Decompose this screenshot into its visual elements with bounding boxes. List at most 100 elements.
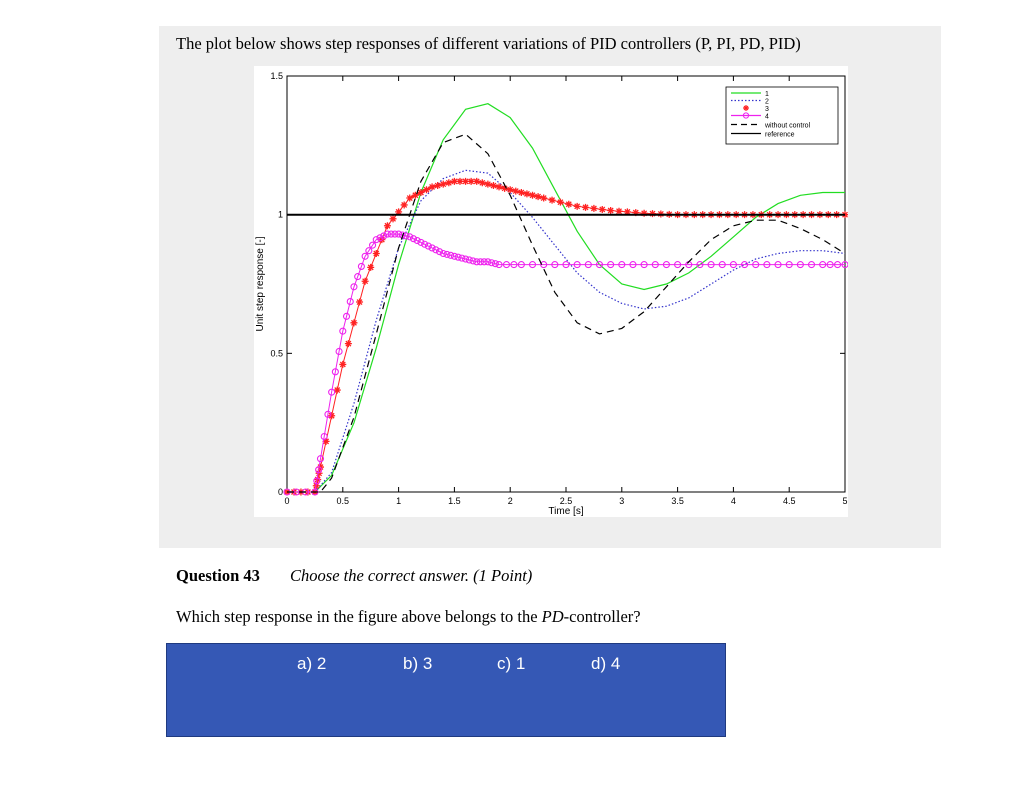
star-marker xyxy=(523,190,531,198)
x-tick-label: 3 xyxy=(619,496,624,506)
circle-marker xyxy=(540,261,548,269)
series-3 xyxy=(283,230,848,496)
star-marker xyxy=(615,207,623,215)
star-marker xyxy=(372,249,380,257)
star-marker xyxy=(350,319,358,327)
star-marker xyxy=(598,205,606,213)
question-header: Question 43 Choose the correct answer. (… xyxy=(176,566,532,586)
question-text-end: -controller? xyxy=(563,607,641,626)
series-4 xyxy=(287,133,846,493)
question-text-emphasis: PD xyxy=(541,607,564,626)
circle-marker xyxy=(391,230,399,238)
circle-marker xyxy=(476,258,484,266)
circle-marker xyxy=(350,283,358,291)
star-marker xyxy=(434,182,442,190)
star-marker xyxy=(623,208,631,216)
star-marker xyxy=(590,204,598,212)
x-tick-label: 4.5 xyxy=(783,496,796,506)
chart-svg: 0 0.5 1 1.5 2 2.5 3 3.5 4 4.5 5 0 0.5 1 1.5 Time [s] Uni… xyxy=(255,71,848,517)
series-line xyxy=(287,133,846,493)
circle-marker xyxy=(357,262,365,270)
circle-marker xyxy=(488,259,496,267)
circle-marker xyxy=(607,261,615,269)
y-tick-label: 0 xyxy=(278,487,283,497)
answer-option-b[interactable]: b) 3 xyxy=(403,654,433,673)
circle-marker xyxy=(361,252,369,260)
circle-marker xyxy=(369,241,377,249)
circle-marker xyxy=(432,246,440,254)
x-tick-label: 4 xyxy=(731,496,736,506)
circle-marker xyxy=(458,254,466,262)
circle-marker xyxy=(316,455,325,463)
circle-marker xyxy=(752,261,760,269)
star-marker xyxy=(389,215,397,223)
x-tick-label: 0 xyxy=(284,496,289,506)
star-marker xyxy=(445,179,453,187)
circle-marker xyxy=(841,261,848,269)
circle-marker xyxy=(462,255,470,263)
star-marker xyxy=(607,207,615,215)
circle-marker xyxy=(376,234,384,242)
answer-option-c[interactable]: c) 1 xyxy=(497,654,526,673)
star-marker xyxy=(423,186,430,194)
series-0 xyxy=(287,103,845,493)
circle-marker xyxy=(339,327,347,335)
star-marker xyxy=(495,183,503,191)
circle-marker xyxy=(387,230,395,238)
star-marker xyxy=(383,222,391,230)
circle-marker xyxy=(454,253,462,261)
star-marker xyxy=(333,386,341,394)
circle-marker xyxy=(424,242,432,250)
star-marker xyxy=(467,177,475,185)
circle-marker xyxy=(718,261,726,269)
circle-marker xyxy=(421,240,429,248)
circle-marker xyxy=(324,410,332,418)
star-marker xyxy=(529,191,537,199)
circle-marker xyxy=(826,261,834,269)
legend-label: 4 xyxy=(765,114,769,121)
circle-marker xyxy=(834,261,842,269)
circle-marker xyxy=(406,233,414,241)
circle-marker xyxy=(640,261,648,269)
star-marker xyxy=(534,193,542,201)
circle-marker xyxy=(413,237,421,245)
legend-marker xyxy=(742,112,750,119)
answer-option-a[interactable]: a) 2 xyxy=(297,654,327,673)
legend-label: reference xyxy=(765,132,795,139)
circle-marker xyxy=(342,312,351,320)
circle-marker xyxy=(785,261,793,269)
star-marker xyxy=(462,177,470,185)
x-tick-label: 2 xyxy=(508,496,513,506)
x-axis-label: Time [s] xyxy=(548,506,583,517)
star-marker xyxy=(565,200,573,208)
star-marker xyxy=(506,186,514,194)
answer-option-d[interactable]: d) 4 xyxy=(591,654,621,673)
circle-marker xyxy=(796,261,804,269)
circle-marker xyxy=(450,252,458,260)
circle-marker xyxy=(469,257,477,265)
circle-marker xyxy=(328,388,336,396)
step-response-chart: 0 0.5 1 1.5 2 2.5 3 3.5 4 4.5 5 0 0.5 1 1.5 Time [s] Uni… xyxy=(254,66,848,517)
circle-marker xyxy=(517,261,525,269)
star-marker xyxy=(450,177,458,185)
star-marker xyxy=(648,210,656,218)
circle-marker xyxy=(573,261,581,269)
star-marker xyxy=(489,182,497,190)
circle-marker xyxy=(346,298,354,306)
star-marker xyxy=(484,180,492,188)
star-marker xyxy=(517,188,525,196)
circle-marker xyxy=(595,261,604,269)
circle-marker xyxy=(495,261,503,269)
star-marker xyxy=(400,201,408,209)
circle-marker xyxy=(528,261,537,269)
series-line xyxy=(287,103,845,493)
circle-marker xyxy=(443,250,451,258)
star-marker xyxy=(573,202,581,210)
y-tick-label: 0.5 xyxy=(270,348,283,358)
legend-label: 3 xyxy=(765,106,769,113)
circle-marker xyxy=(383,230,391,238)
star-marker xyxy=(478,179,486,187)
y-tick-label: 1.5 xyxy=(270,71,283,81)
star-marker xyxy=(344,340,352,348)
